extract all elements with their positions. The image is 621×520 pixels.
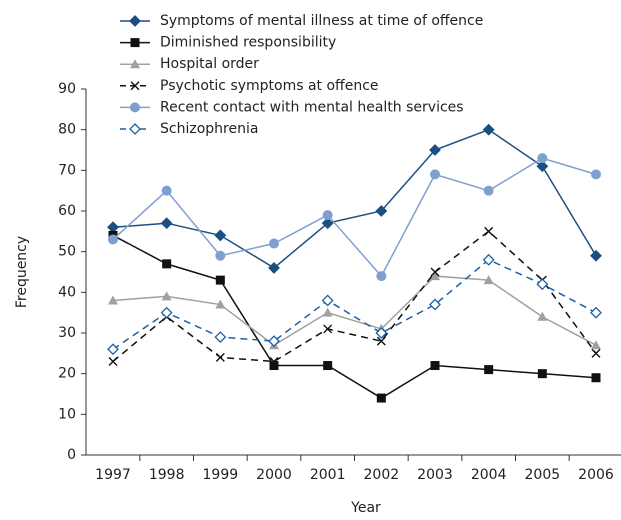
data-point	[108, 356, 118, 366]
series-line	[112, 230, 597, 363]
x-tick-label: 2001	[310, 467, 346, 483]
series-line	[112, 128, 597, 269]
data-point	[375, 205, 388, 217]
legend-marker	[129, 123, 141, 135]
legend-marker	[129, 15, 141, 27]
data-point	[484, 226, 494, 236]
y-tick-label: 10	[58, 406, 76, 422]
data-point	[376, 271, 387, 282]
legend-label: Diminished responsibility	[160, 35, 336, 51]
data-point	[214, 229, 227, 242]
data-point	[269, 238, 279, 249]
data-point	[215, 299, 226, 309]
data-point	[215, 250, 226, 261]
data-point	[269, 361, 279, 371]
y-tick-label: 40	[58, 284, 76, 300]
y-axis-label: Frequency	[14, 236, 30, 308]
x-tick-label: 2004	[471, 467, 507, 483]
y-tick-label: 60	[58, 203, 76, 219]
data-point	[590, 249, 602, 262]
data-point	[323, 324, 333, 334]
data-point	[161, 291, 172, 301]
x-tick-label: 2002	[364, 467, 400, 483]
data-point	[268, 262, 280, 274]
legend-label: Psychotic symptoms at offence	[160, 78, 379, 94]
y-tick-label: 70	[58, 162, 76, 178]
x-tick-label: 1998	[149, 467, 185, 483]
series-line	[112, 258, 597, 350]
x-tick-label: 2006	[578, 467, 614, 483]
data-point	[107, 343, 119, 356]
data-point	[161, 185, 172, 196]
data-point	[430, 271, 440, 281]
data-point	[215, 352, 225, 362]
y-tick-label: 50	[58, 244, 76, 260]
y-tick-label: 0	[67, 447, 76, 463]
data-point	[215, 275, 225, 285]
data-point	[537, 311, 548, 321]
data-point	[162, 259, 172, 269]
legend-label: Schizophrenia	[160, 121, 258, 137]
data-point	[482, 253, 495, 266]
legend-label: Symptoms of mental illness at time of of…	[160, 13, 483, 29]
data-point	[322, 210, 333, 221]
data-point	[323, 361, 333, 371]
data-point	[160, 217, 173, 230]
data-point	[483, 275, 494, 285]
data-point	[591, 169, 601, 180]
data-point	[107, 221, 119, 234]
data-point	[591, 373, 601, 383]
series-line	[112, 234, 597, 399]
data-point	[321, 294, 334, 307]
data-point	[482, 123, 495, 136]
data-point	[429, 144, 441, 156]
x-tick-label: 1999	[203, 467, 239, 483]
data-point	[537, 369, 547, 379]
data-point	[590, 306, 602, 319]
data-point	[537, 153, 548, 164]
y-tick-label: 20	[58, 366, 76, 382]
data-point	[214, 331, 227, 343]
data-point	[376, 336, 386, 346]
data-point	[269, 356, 279, 366]
y-tick-label: 90	[58, 81, 76, 97]
data-point	[591, 348, 601, 358]
legend-marker	[130, 59, 140, 69]
data-point	[429, 298, 441, 311]
data-point	[430, 267, 440, 277]
legend-marker	[130, 81, 140, 91]
x-tick-label: 2005	[525, 467, 561, 483]
data-point	[430, 169, 440, 180]
data-point	[536, 278, 549, 291]
legend-label: Recent contact with mental health servic…	[160, 99, 464, 115]
data-point	[536, 160, 549, 173]
x-tick-label: 1997	[95, 467, 131, 483]
y-tick-label: 30	[58, 325, 76, 341]
data-point	[321, 217, 334, 230]
data-point	[322, 307, 333, 317]
series-line	[112, 275, 597, 347]
legend-marker	[130, 102, 140, 113]
data-point	[108, 234, 118, 245]
legend-label: Hospital order	[160, 56, 259, 72]
x-tick-label: 2000	[256, 467, 292, 483]
x-tick-label: 2003	[417, 467, 453, 483]
data-point	[430, 361, 440, 371]
y-tick-label: 80	[58, 122, 76, 138]
legend-marker	[130, 38, 140, 48]
data-point	[375, 327, 388, 339]
data-point	[268, 335, 280, 348]
data-point	[376, 393, 386, 403]
data-point	[484, 365, 494, 375]
data-point	[591, 340, 601, 350]
series-line	[112, 157, 597, 278]
data-point	[160, 306, 173, 319]
data-point	[483, 185, 494, 196]
data-point	[108, 295, 118, 305]
x-axis-label: Year	[350, 500, 381, 516]
